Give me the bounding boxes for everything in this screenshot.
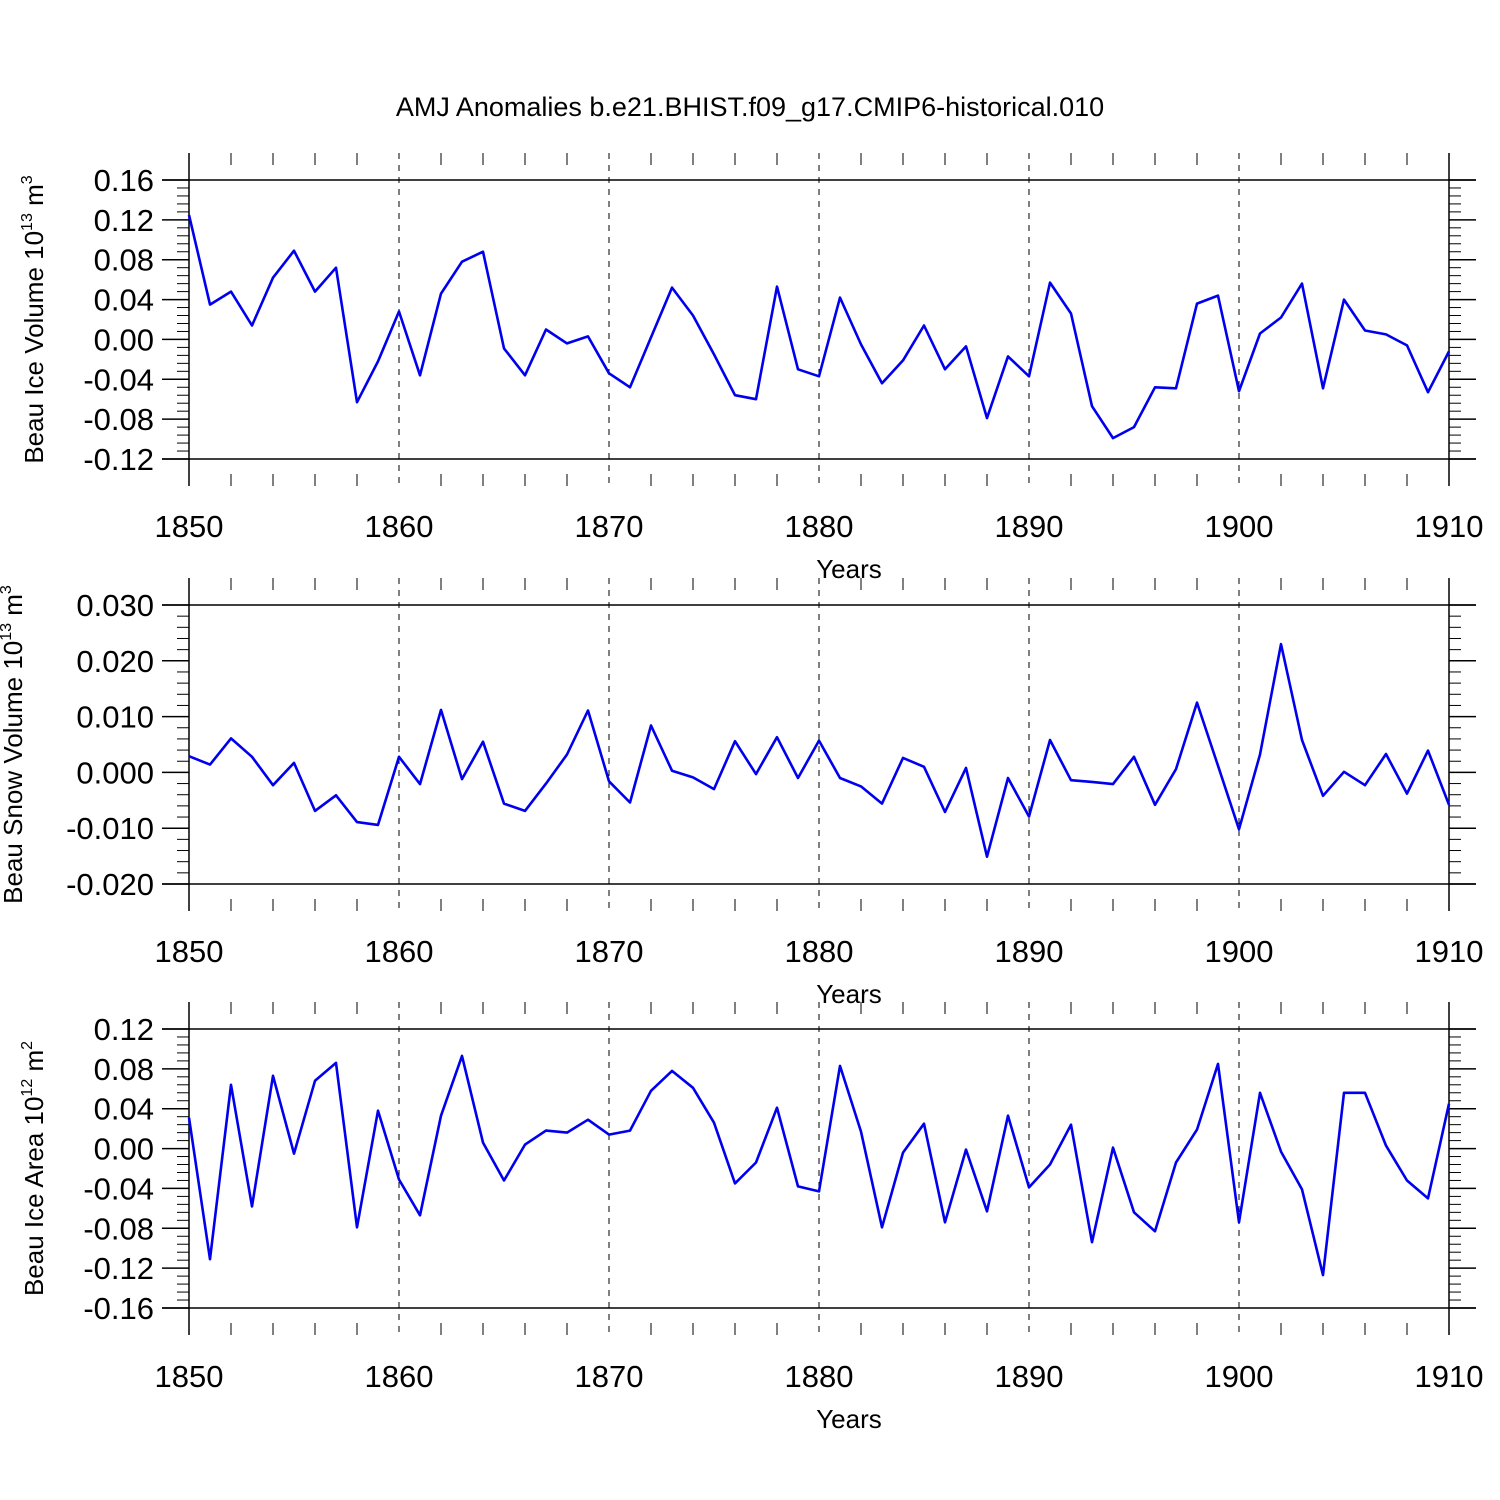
x-tick-label: 1870 (575, 1359, 644, 1394)
x-tick-label: 1910 (1415, 934, 1484, 969)
y-tick-label: -0.020 (66, 867, 154, 902)
x-tick-label: 1900 (1205, 934, 1274, 969)
x-tick-label: 1880 (785, 934, 854, 969)
y-axis-title: Beau Ice Area 1012 m2 (19, 1041, 49, 1296)
y-tick-label: -0.16 (83, 1291, 154, 1326)
x-tick-label: 1910 (1415, 509, 1484, 544)
y-axis-title: Beau Snow Volume 1013 m3 (0, 585, 28, 904)
y-tick-label: 0.08 (94, 1052, 154, 1087)
x-tick-label: 1900 (1205, 1359, 1274, 1394)
panel-1: -0.12 -0.08 -0.04 0.00 0.04 0.08 0.12 0.16 1850 1… (19, 153, 1483, 584)
y-tick-label: 0.00 (94, 1132, 154, 1167)
x-tick-label: 1860 (365, 1359, 434, 1394)
y-tick-label: 0.030 (76, 588, 154, 623)
y-tick-label: 0.12 (94, 1012, 154, 1047)
series-line (187, 214, 1451, 440)
x-tick-label: 1870 (575, 934, 644, 969)
x-tick-label: 1870 (575, 509, 644, 544)
x-tick-label: 1880 (785, 509, 854, 544)
x-axis-title: Years (816, 554, 882, 584)
y-tick-label: 0.04 (94, 1092, 154, 1127)
x-tick-label: 1890 (995, 934, 1064, 969)
y-tick-label: -0.04 (83, 362, 154, 397)
chart-title: AMJ Anomalies b.e21.BHIST.f09_g17.CMIP6-… (396, 92, 1104, 122)
y-tick-label: 0.010 (76, 700, 154, 735)
y-tick-label: -0.12 (83, 1251, 154, 1286)
x-tick-label: 1850 (155, 1359, 224, 1394)
y-tick-label: -0.08 (83, 1211, 154, 1246)
x-axis-title: Years (816, 1404, 882, 1434)
y-tick-label: -0.08 (83, 402, 154, 437)
x-tick-label: 1860 (365, 509, 434, 544)
panel-3: -0.16 -0.12 -0.08 -0.04 0.00 0.04 0.08 0.12 1850… (19, 1002, 1483, 1434)
x-axis-title: Years (816, 979, 882, 1009)
y-tick-label: 0.000 (76, 755, 154, 790)
x-tick-label: 1850 (155, 934, 224, 969)
x-tick-label: 1890 (995, 509, 1064, 544)
y-axis-title: Beau Ice Volume 1013 m3 (19, 175, 49, 463)
y-tick-label: 0.00 (94, 322, 154, 357)
y-tick-label: -0.010 (66, 811, 154, 846)
y-tick-label: 0.020 (76, 644, 154, 679)
y-tick-label: 0.04 (94, 283, 154, 318)
x-tick-label: 1850 (155, 509, 224, 544)
y-tick-label: 0.12 (94, 203, 154, 238)
series-line (188, 642, 1451, 859)
x-tick-label: 1910 (1415, 1359, 1484, 1394)
y-tick-label: -0.12 (83, 442, 154, 477)
y-tick-label: 0.16 (94, 163, 154, 198)
x-tick-label: 1900 (1205, 509, 1274, 544)
x-tick-label: 1890 (995, 1359, 1064, 1394)
y-tick-label: 0.08 (94, 243, 154, 278)
panel-2: -0.020 -0.010 0.000 0.010 0.020 0.030 1850 1860… (0, 578, 1483, 1009)
y-tick-label: -0.04 (83, 1171, 154, 1206)
x-tick-label: 1860 (365, 934, 434, 969)
series-line (187, 1054, 1451, 1277)
x-tick-label: 1880 (785, 1359, 854, 1394)
